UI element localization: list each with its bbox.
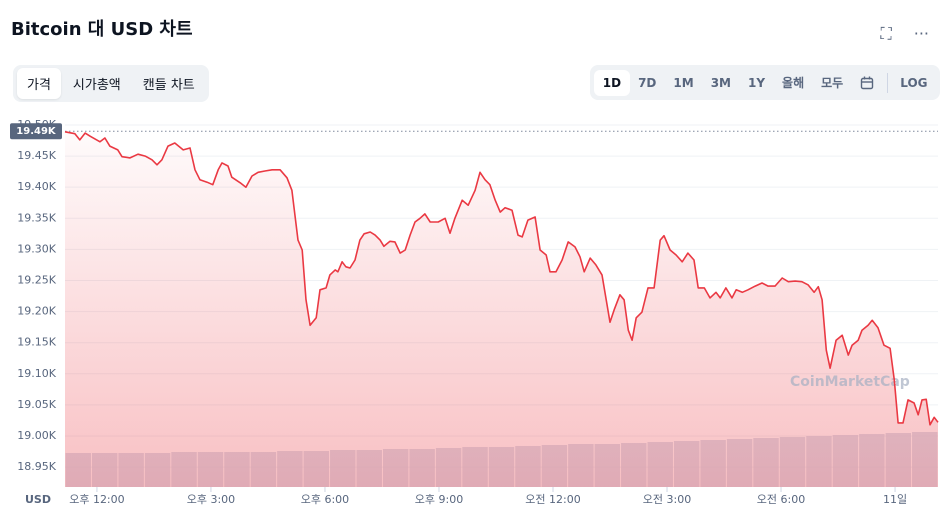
price-line xyxy=(64,131,939,426)
x-tick-label: 오후 3:00 xyxy=(187,493,235,506)
area-fill xyxy=(65,131,938,488)
volume-bar xyxy=(859,434,885,487)
tab-bar: 가격 시가총액 캔들 차트 xyxy=(13,65,209,102)
range-button[interactable]: 3M xyxy=(710,75,731,90)
y-tick-label: 18.95K xyxy=(17,460,56,473)
calendar-button[interactable] xyxy=(852,69,883,96)
y-tick-label: 19.40K xyxy=(17,180,56,193)
tab[interactable]: 캔들 차트 xyxy=(142,78,195,93)
volume-bar xyxy=(753,438,779,487)
y-tick-label: 19.25K xyxy=(17,273,56,286)
volume-bar xyxy=(330,450,356,487)
volume-bar xyxy=(303,451,330,487)
x-tick-label: 11일 xyxy=(883,492,907,506)
reference-label: 19.49K xyxy=(16,126,57,137)
volume-bar xyxy=(885,433,912,487)
volume-bar xyxy=(250,452,277,487)
y-axis-label: USD xyxy=(25,493,51,506)
volume-bar xyxy=(435,448,462,487)
range-button[interactable]: 모두 xyxy=(821,76,844,90)
y-tick-label: 19.30K xyxy=(17,242,56,255)
x-tick-label: 오전 6:00 xyxy=(757,493,805,506)
volume-bar xyxy=(409,449,435,487)
range-button[interactable]: 1M xyxy=(673,75,694,90)
volume-bar xyxy=(171,452,197,487)
volume-bar xyxy=(144,453,171,487)
range-button[interactable]: 1D xyxy=(594,69,630,96)
volume-bar xyxy=(779,437,806,487)
range-bar: 1D 7D 1M 3M 1Y 올해 모두 LOG xyxy=(590,65,940,100)
volume-bar xyxy=(197,452,224,487)
volume-bar xyxy=(118,453,144,487)
y-tick-label: 19.20K xyxy=(17,305,56,318)
y-tick-label: 19.45K xyxy=(17,149,56,162)
y-tick-label: 19.35K xyxy=(17,211,56,224)
more-icon[interactable]: ··· xyxy=(913,24,929,43)
toolbar-icons: ⛶ ··· xyxy=(881,24,929,44)
reference-badge xyxy=(10,123,62,140)
x-tick-label: 오전 3:00 xyxy=(643,493,691,506)
title: Bitcoin 대 USD 차트 xyxy=(11,19,193,40)
y-tick-label: 19.00K xyxy=(17,429,56,442)
range-button[interactable]: 올해 xyxy=(782,76,805,90)
volume-bar xyxy=(621,443,647,487)
volume-bar xyxy=(700,440,726,487)
x-tick-label: 오후 6:00 xyxy=(301,493,349,506)
volume-bar xyxy=(91,453,118,487)
x-tick-label: 오후 9:00 xyxy=(415,493,463,506)
volume-bar xyxy=(726,439,753,487)
calendar-icon xyxy=(861,76,874,89)
volume-bar xyxy=(462,447,488,487)
y-tick-label: 19.10K xyxy=(17,367,56,380)
volume-bar xyxy=(65,453,91,487)
range-button[interactable]: 1Y xyxy=(747,75,766,90)
volume-bar xyxy=(806,436,832,487)
volume-bar xyxy=(832,435,859,487)
y-tick-label: 19.50K xyxy=(17,118,56,131)
y-tick-label: 19.15K xyxy=(17,336,56,349)
volume-bar xyxy=(277,451,303,487)
log-button[interactable]: LOG xyxy=(900,75,928,90)
volume-bar xyxy=(382,449,409,487)
separator xyxy=(886,72,888,93)
range-button[interactable]: 7D xyxy=(638,75,657,90)
volume-bar xyxy=(488,447,515,487)
volume-bar xyxy=(594,444,621,487)
volume-bar xyxy=(673,441,700,487)
tab[interactable]: 가격 xyxy=(17,68,61,99)
volume-bar xyxy=(515,446,541,487)
tab[interactable]: 시가총액 xyxy=(72,78,121,93)
watermark: CoinMarketCap xyxy=(790,374,910,390)
x-tick-label: 오전 12:00 xyxy=(525,493,580,506)
volume-bar xyxy=(224,452,250,487)
volume-bar xyxy=(647,442,673,487)
volume-bar xyxy=(356,450,382,487)
x-tick-label: 오후 12:00 xyxy=(69,493,124,506)
volume-bar xyxy=(568,444,594,487)
volume-bar xyxy=(912,432,938,487)
y-tick-label: 19.05K xyxy=(17,398,56,411)
volume-bar xyxy=(541,445,568,487)
fullscreen-icon[interactable]: ⛶ xyxy=(880,24,892,43)
